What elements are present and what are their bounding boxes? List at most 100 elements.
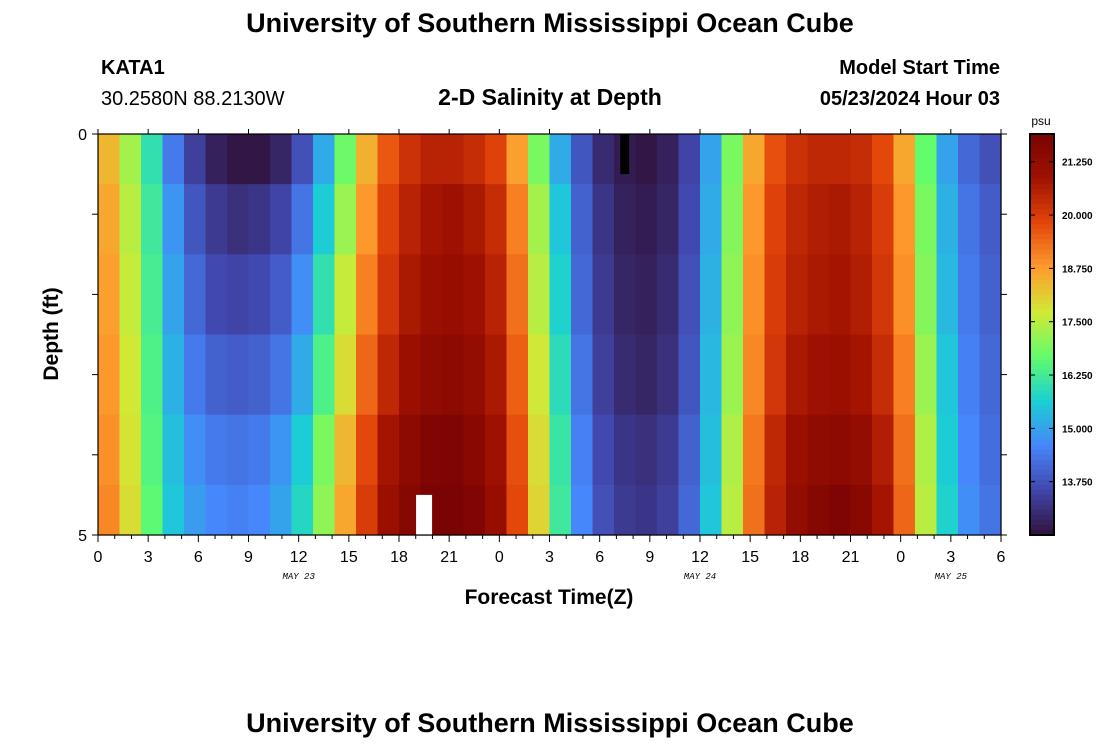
heatmap-cell xyxy=(592,334,615,416)
x-tick-label: 3 xyxy=(545,549,554,566)
colorbar-segment xyxy=(1030,379,1054,386)
heatmap-cell xyxy=(786,334,809,416)
heatmap-cell xyxy=(829,484,852,536)
heatmap-cell xyxy=(936,334,959,416)
heatmap-cell xyxy=(270,334,293,416)
heatmap-cell xyxy=(184,254,207,336)
heatmap-cell xyxy=(635,334,658,416)
heatmap-cell xyxy=(571,184,594,255)
heatmap-cell xyxy=(248,134,271,185)
x-tick-label: 0 xyxy=(896,549,905,566)
heatmap-cell xyxy=(743,414,766,486)
heatmap-cell xyxy=(528,334,551,416)
heatmap-cell xyxy=(377,184,400,255)
heatmap-cell xyxy=(334,254,357,336)
heatmap-cell xyxy=(313,134,336,185)
colorbar-segment xyxy=(1030,434,1054,441)
heatmap-cell xyxy=(872,334,895,416)
heatmap-cell xyxy=(528,414,551,486)
heatmap-cell xyxy=(829,334,852,416)
heatmap-cell xyxy=(162,414,185,486)
heatmap-cell xyxy=(442,484,465,536)
colorbar-tick-label: 18.750 xyxy=(1062,264,1093,275)
heatmap-cell xyxy=(377,484,400,536)
colorbar-segment xyxy=(1030,329,1054,336)
heatmap-cell xyxy=(700,254,723,336)
heatmap-cell xyxy=(807,484,830,536)
heatmap-cell xyxy=(463,414,486,486)
heatmap-cell xyxy=(270,414,293,486)
x-tick-label: 9 xyxy=(244,549,253,566)
heatmap-cell xyxy=(743,184,766,255)
colorbar-segment xyxy=(1030,259,1054,265)
heatmap-cell xyxy=(485,484,508,536)
heatmap-cell xyxy=(227,134,250,185)
heatmap-cell xyxy=(592,184,615,255)
heatmap-cell xyxy=(485,414,508,486)
heatmap-cell xyxy=(786,184,809,255)
heatmap-cell xyxy=(270,254,293,336)
heatmap-cell xyxy=(205,484,228,536)
heatmap-cell xyxy=(829,254,852,336)
heatmap-cell xyxy=(549,184,572,255)
y-axis-ticks: 05 xyxy=(78,127,1007,545)
heatmap-cell xyxy=(743,334,766,416)
heatmap-cell xyxy=(184,184,207,255)
heatmap-cell xyxy=(592,134,615,185)
heatmap-cell xyxy=(936,484,959,536)
heatmap-cell xyxy=(248,414,271,486)
heatmap-cell xyxy=(872,184,895,255)
colorbar-segment xyxy=(1030,314,1054,321)
colorbar-segment xyxy=(1030,374,1054,381)
heatmap-cell xyxy=(915,254,938,336)
heatmap-cell xyxy=(635,254,658,336)
heatmap-cell xyxy=(356,134,379,185)
heatmap-cell xyxy=(227,254,250,336)
heatmap-cell xyxy=(442,134,465,185)
heatmap-cell xyxy=(764,134,787,185)
colorbar-segment xyxy=(1030,164,1054,170)
date-label: MAY 23 xyxy=(282,572,315,582)
heatmap-cell xyxy=(893,484,916,536)
heatmap-cell xyxy=(915,334,938,416)
heatmap-cell xyxy=(979,414,1002,486)
colorbar-segment xyxy=(1030,524,1054,531)
colorbar-segment xyxy=(1030,489,1054,496)
heatmap-cell xyxy=(506,134,529,185)
heatmap-cell xyxy=(141,134,164,185)
heatmap-cell xyxy=(377,334,400,416)
colorbar-segment xyxy=(1030,504,1054,511)
x-tick-label: 12 xyxy=(290,549,308,566)
colorbar-segment xyxy=(1030,264,1054,270)
heatmap-cell xyxy=(979,484,1002,536)
heatmap-cell xyxy=(420,414,443,486)
heatmap-cell xyxy=(872,414,895,486)
heatmap-cell xyxy=(270,184,293,255)
heatmap-cell xyxy=(506,334,529,416)
heatmap-cell xyxy=(528,134,551,185)
colorbar-segment xyxy=(1030,184,1054,190)
heatmap-cell xyxy=(313,334,336,416)
heatmap-cell xyxy=(958,184,981,255)
y-tick-label: 0 xyxy=(78,127,87,144)
heatmap-cell xyxy=(893,414,916,486)
heatmap-cell xyxy=(356,484,379,536)
heatmap-cell xyxy=(442,334,465,416)
heatmap-cell xyxy=(119,254,142,336)
colorbar-segment xyxy=(1030,384,1054,391)
colorbar-segment xyxy=(1030,439,1054,446)
heatmap-cell xyxy=(786,134,809,185)
heatmap-cell xyxy=(721,134,744,185)
heatmap-cell xyxy=(549,484,572,536)
heatmap-cell xyxy=(657,254,680,336)
heatmap-cell xyxy=(248,254,271,336)
heatmap-cell xyxy=(915,184,938,255)
heatmap-cell xyxy=(850,134,873,185)
heatmap-cell xyxy=(850,414,873,486)
heatmap-cell xyxy=(614,184,637,255)
colorbar-segment xyxy=(1030,519,1054,526)
heatmap-cell xyxy=(506,414,529,486)
colorbar: psu 21.250 20.000 18.750 17.500 16.250 15.000… xyxy=(1029,114,1093,536)
heatmap-cell xyxy=(829,184,852,255)
colorbar-segment xyxy=(1030,349,1054,356)
